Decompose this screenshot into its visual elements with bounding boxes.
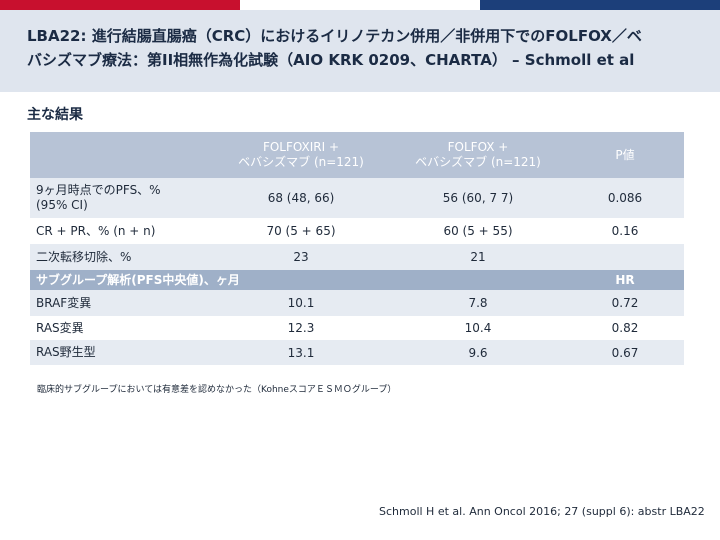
table-row: 二次転移切除、% 23 21 bbox=[30, 244, 684, 270]
cell-p: 0.086 bbox=[607, 191, 643, 205]
row-label: RAS変異 bbox=[36, 320, 84, 335]
cell-p bbox=[566, 244, 684, 270]
cell-arm1: 13.1 bbox=[287, 345, 315, 360]
row-label: BRAF変異 bbox=[36, 295, 92, 310]
title-line-2: バシズマブ療法：第II相無作為化試験（AIO KRK 0209、CHARTA） … bbox=[27, 51, 635, 69]
title-line-1: LBA22: 進行結腸直腸癌（CRC）におけるイリノテカン併用／非併用下でのFO… bbox=[27, 27, 642, 45]
header-empty-cell bbox=[30, 132, 212, 178]
table-row: 9ヶ月時点でのPFS、% (95% CI) 68 (48, 66) 56 (60… bbox=[30, 178, 684, 218]
header-arm1: FOLFOXIRI + ベバシズマブ (n=121) bbox=[212, 132, 390, 178]
cell-arm1: 68 (48, 66) bbox=[267, 191, 335, 205]
cell-p: 0.16 bbox=[611, 224, 639, 238]
header-arm2-line1: FOLFOX + bbox=[447, 140, 509, 154]
cell-arm2: 10.4 bbox=[464, 321, 492, 335]
subgroup-header-label: サブグループ解析(PFS中央値)、ヶ月 bbox=[36, 272, 240, 287]
subgroup-header-row: サブグループ解析(PFS中央値)、ヶ月 HR bbox=[30, 270, 684, 290]
header-arm2-line2: ベバシズマブ (n=121) bbox=[415, 155, 541, 169]
cell-arm2: 9.6 bbox=[468, 345, 488, 360]
cell-hr: 0.67 bbox=[611, 345, 639, 360]
table-row: CR + PR、% (n + n) 70 (5 + 65) 60 (5 + 55… bbox=[30, 218, 684, 244]
cell-arm1: 10.1 bbox=[287, 296, 315, 310]
header-p-value: P値 bbox=[615, 147, 635, 162]
cell-arm2: 7.8 bbox=[468, 296, 488, 310]
footnote: 臨床的サブグループにおいては有意差を認めなかった（KohneスコアＥＳＭＯグルー… bbox=[37, 385, 397, 395]
section-heading: 主な結果 bbox=[27, 107, 83, 123]
cell-arm1: 23 bbox=[293, 250, 309, 264]
title-banner bbox=[0, 10, 720, 92]
subgroup-header-hr: HR bbox=[615, 273, 635, 287]
band-blue-segment bbox=[480, 0, 720, 10]
cell-arm1: 70 (5 + 65) bbox=[266, 224, 336, 238]
table-row: RAS野生型 13.1 9.6 0.67 bbox=[30, 340, 684, 365]
row-label: 二次転移切除、% bbox=[36, 249, 132, 264]
row-label-line1: 9ヶ月時点でのPFS、% bbox=[36, 183, 161, 197]
top-color-band bbox=[0, 0, 720, 10]
row-label-line2: (95% CI) bbox=[36, 198, 88, 212]
table-header-row: FOLFOXIRI + ベバシズマブ (n=121) FOLFOX + ベバシズ… bbox=[30, 132, 684, 178]
row-label: RAS野生型 bbox=[36, 345, 96, 359]
cell-arm2: 60 (5 + 55) bbox=[443, 224, 513, 238]
cell-hr: 0.82 bbox=[611, 321, 639, 335]
table-row: BRAF変異 10.1 7.8 0.72 bbox=[30, 290, 684, 316]
table-row: RAS変異 12.3 10.4 0.82 bbox=[30, 316, 684, 340]
header-arm1-line1: FOLFOXIRI + bbox=[262, 140, 340, 154]
results-table: FOLFOXIRI + ベバシズマブ (n=121) FOLFOX + ベバシズ… bbox=[30, 132, 684, 365]
cell-arm2: 21 bbox=[470, 250, 486, 264]
cell-arm1: 12.3 bbox=[287, 321, 315, 335]
header-arm1-line2: ベバシズマブ (n=121) bbox=[238, 155, 364, 169]
band-white-segment bbox=[240, 0, 480, 10]
cell-arm2: 56 (60, 7 7) bbox=[442, 191, 514, 205]
citation: Schmoll H et al. Ann Oncol 2016; 27 (sup… bbox=[379, 505, 705, 518]
slide-title: LBA22: 進行結腸直腸癌（CRC）におけるイリノテカン併用／非併用下でのFO… bbox=[27, 24, 697, 72]
band-red-segment bbox=[0, 0, 240, 10]
row-label: 9ヶ月時点でのPFS、% (95% CI) bbox=[30, 178, 212, 218]
row-label: CR + PR、% (n + n) bbox=[36, 223, 156, 238]
header-arm2: FOLFOX + ベバシズマブ (n=121) bbox=[390, 132, 566, 178]
cell-hr: 0.72 bbox=[611, 296, 639, 310]
